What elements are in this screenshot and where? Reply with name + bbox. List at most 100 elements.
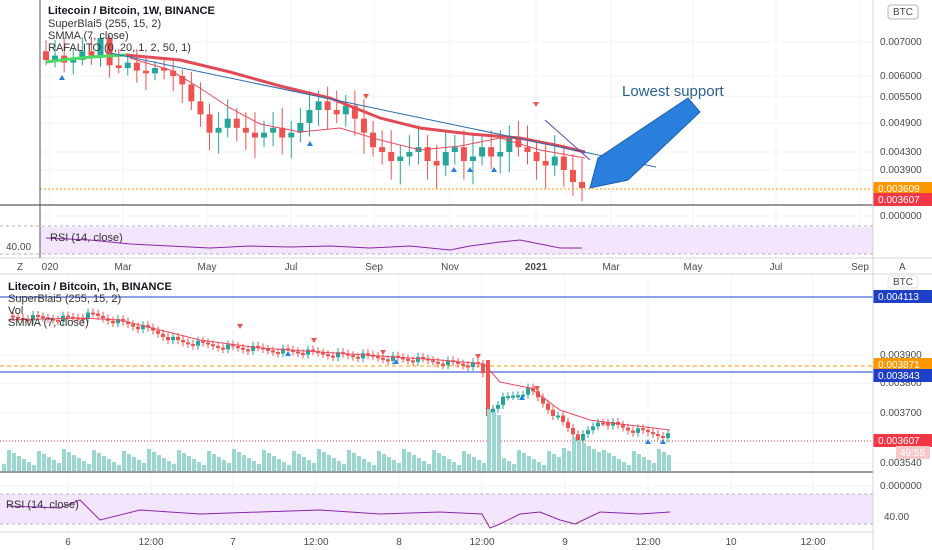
volume-bar (282, 462, 286, 471)
volume-bar (402, 449, 406, 471)
volume-bar (607, 453, 611, 471)
volume-bar (37, 451, 41, 471)
bottom-x-tick: 12:00 (469, 537, 494, 548)
weekly-candle-body (297, 123, 304, 133)
top-legend-superblai: SuperBlai5 (255, 15, 2) (48, 18, 161, 30)
volume-bar (482, 463, 486, 471)
weekly-candle-body (406, 152, 413, 157)
weekly-candle-body (288, 132, 295, 138)
hourly-candle-body (276, 352, 280, 354)
volume-bar (302, 457, 306, 471)
hourly-candle-body (556, 415, 560, 418)
hourly-candle-body (381, 357, 385, 360)
weekly-candle-body (397, 156, 404, 161)
hourly-candle-body (606, 422, 610, 426)
bottom-x-tick: 12:00 (800, 537, 825, 548)
hourly-candle-body (436, 361, 440, 364)
bottom-price-tag (896, 446, 930, 459)
bottom-price-tag-label: 49:55 (900, 448, 925, 459)
top-x-tick: Nov (441, 262, 459, 273)
weekly-candle-body (569, 170, 576, 182)
volume-bar (447, 459, 451, 471)
sell-marker (534, 386, 540, 391)
top-x-tick: Sep (365, 262, 383, 273)
top-rsi-label: RSI (14, close) (50, 232, 123, 244)
volume-bar (312, 463, 316, 471)
weekly-candle-body (424, 147, 431, 161)
zoom-z-button[interactable]: Z (17, 262, 23, 273)
bottom-price-tag-label: 0.003843 (878, 371, 920, 382)
top-x-tick: May (684, 262, 703, 273)
top-y-tick: 0.004900 (880, 118, 922, 129)
hourly-candle-body (541, 397, 545, 404)
bottom-x-tick: 12:00 (303, 537, 328, 548)
volume-bar (442, 456, 446, 471)
volume-bar (32, 465, 36, 471)
volume-bar (462, 451, 466, 471)
auto-scale-button[interactable]: A (899, 262, 906, 273)
hourly-candle-body (266, 348, 270, 351)
hourly-candle-body (31, 315, 35, 321)
weekly-candle-body (306, 110, 313, 123)
top-currency-badge[interactable] (887, 4, 919, 20)
volume-bar (652, 463, 656, 471)
volume-bar (307, 460, 311, 471)
green-indicator-line (45, 53, 127, 64)
weekly-candle-body (579, 182, 585, 188)
hourly-candle-body (496, 405, 500, 409)
bottom-price-tag-label: 0.003871 (878, 360, 920, 371)
top-y-tick: 0.004300 (880, 147, 922, 158)
hourly-candle-body (86, 312, 90, 319)
weekly-candle-body (279, 127, 286, 138)
volume-bar (197, 462, 201, 471)
buy-marker (285, 351, 291, 356)
volume-bar (437, 453, 441, 471)
volume-bar (387, 457, 391, 471)
volume-bar (272, 456, 276, 471)
top-x-tick: 020 (42, 262, 59, 273)
hourly-candle-body (511, 395, 515, 398)
hourly-candle-body (271, 350, 275, 353)
volume-bar (507, 461, 511, 471)
volume-bar (287, 465, 291, 471)
volume-bar (517, 450, 521, 471)
hourly-candle-body (231, 344, 235, 347)
smma-thin-line (129, 57, 586, 159)
volume-bar (117, 465, 121, 471)
hourly-candle-body (251, 345, 255, 351)
hourly-candle-body (416, 356, 420, 362)
bottom-rsi-band (0, 494, 873, 524)
hourly-candle-body (201, 340, 205, 343)
weekly-candle-body (560, 156, 567, 170)
lowest-support-annotation: Lowest support (622, 83, 725, 100)
volume-bar (582, 443, 586, 471)
volume-bar (532, 459, 536, 471)
weekly-candle-body (315, 101, 322, 110)
volume-bar (322, 452, 326, 471)
volume-bar (202, 465, 206, 471)
volume-bar (242, 455, 246, 471)
hourly-candle-body (141, 325, 145, 330)
hourly-candle-body (591, 426, 595, 431)
sell-marker (380, 350, 386, 355)
hourly-candle-body (321, 352, 325, 355)
bottom-y-tick: 0.000000 (880, 481, 922, 492)
bottom-currency-badge[interactable] (887, 275, 919, 289)
weekly-candle-body (533, 152, 540, 161)
volume-bar (567, 451, 571, 471)
hourly-candle-body (161, 333, 165, 337)
volume-bar (107, 459, 111, 471)
hourly-candle-body (401, 357, 405, 360)
volume-bar (42, 454, 46, 471)
hourly-candle-body (526, 387, 530, 395)
hourly-candle-body (481, 363, 485, 374)
weekly-candle-body (224, 118, 231, 128)
volume-bar (62, 449, 66, 471)
volume-bar (72, 455, 76, 471)
hourly-candle-body (601, 422, 605, 425)
hourly-candle-body (561, 415, 565, 422)
top-x-tick: May (198, 262, 217, 273)
volume-bar (292, 451, 296, 471)
bottom-y-tick: 0.003800 (880, 378, 922, 389)
